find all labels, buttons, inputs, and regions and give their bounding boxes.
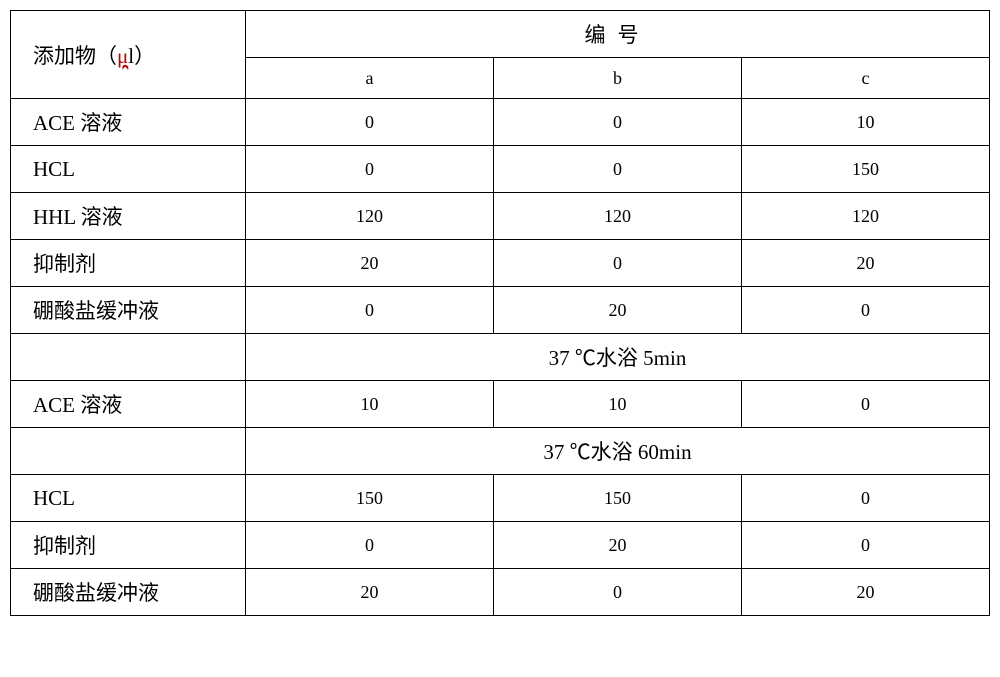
- row-label: HHL 溶液: [11, 193, 246, 240]
- header-row-1: 添加物（μl） 编号: [11, 11, 990, 58]
- col-a: a: [245, 58, 493, 99]
- cell: 120: [493, 193, 741, 240]
- header-additive-suffix: ）: [134, 44, 155, 68]
- cell: 0: [741, 287, 989, 334]
- span1-prefix: 37 ℃水浴: [549, 346, 644, 370]
- table-row: 抑制剂 0 20 0: [11, 522, 990, 569]
- cell: 150: [741, 146, 989, 193]
- cell: 0: [493, 99, 741, 146]
- cell: 120: [245, 193, 493, 240]
- cell: 120: [741, 193, 989, 240]
- cell: 0: [245, 146, 493, 193]
- cell: 10: [493, 381, 741, 428]
- table-row: ACE 溶液 10 10 0: [11, 381, 990, 428]
- cell: 20: [245, 240, 493, 287]
- header-additive-prefix: 添加物（: [33, 44, 117, 68]
- table-row: HCL 150 150 0: [11, 475, 990, 522]
- waterbath-60min: 37 ℃水浴 60min: [245, 428, 989, 475]
- cell: 0: [493, 146, 741, 193]
- cell: 0: [493, 569, 741, 616]
- cell: 0: [741, 522, 989, 569]
- row-label: 抑制剂: [11, 240, 246, 287]
- cell: 150: [245, 475, 493, 522]
- header-additive: 添加物（μl）: [11, 11, 246, 99]
- span2-time: 60min: [638, 440, 692, 464]
- header-number: 编号: [245, 11, 989, 58]
- cell: 20: [741, 569, 989, 616]
- row-label: ACE 溶液: [11, 99, 246, 146]
- table-row: 硼酸盐缓冲液 20 0 20: [11, 569, 990, 616]
- cell: 0: [493, 240, 741, 287]
- table-row: 硼酸盐缓冲液 0 20 0: [11, 287, 990, 334]
- cell: 10: [245, 381, 493, 428]
- cell: 20: [493, 522, 741, 569]
- table-row: 抑制剂 20 0 20: [11, 240, 990, 287]
- span2-prefix: 37 ℃水浴: [543, 440, 638, 464]
- cell: 0: [741, 475, 989, 522]
- col-c: c: [741, 58, 989, 99]
- cell: 0: [741, 381, 989, 428]
- cell: 20: [493, 287, 741, 334]
- table-row: ACE 溶液 0 0 10: [11, 99, 990, 146]
- cell: 0: [245, 522, 493, 569]
- table-row: HCL 0 0 150: [11, 146, 990, 193]
- span-row-2: 37 ℃水浴 60min: [11, 428, 990, 475]
- col-b: b: [493, 58, 741, 99]
- cell: 150: [493, 475, 741, 522]
- header-mu: μ: [117, 44, 128, 68]
- row-label: 硼酸盐缓冲液: [11, 287, 246, 334]
- cell: 0: [245, 99, 493, 146]
- cell: 0: [245, 287, 493, 334]
- data-table: 添加物（μl） 编号 a b c ACE 溶液 0 0 10 HCL 0 0 1…: [10, 10, 990, 616]
- row-label: 硼酸盐缓冲液: [11, 569, 246, 616]
- span1-time: 5min: [643, 346, 686, 370]
- row-label: ACE 溶液: [11, 381, 246, 428]
- waterbath-5min: 37 ℃水浴 5min: [245, 334, 989, 381]
- row-label: 抑制剂: [11, 522, 246, 569]
- span-row-empty: [11, 334, 246, 381]
- cell: 10: [741, 99, 989, 146]
- cell: 20: [741, 240, 989, 287]
- table-container: 添加物（μl） 编号 a b c ACE 溶液 0 0 10 HCL 0 0 1…: [10, 10, 990, 616]
- span-row-1: 37 ℃水浴 5min: [11, 334, 990, 381]
- table-row: HHL 溶液 120 120 120: [11, 193, 990, 240]
- row-label: HCL: [11, 475, 246, 522]
- span-row-empty: [11, 428, 246, 475]
- cell: 20: [245, 569, 493, 616]
- row-label: HCL: [11, 146, 246, 193]
